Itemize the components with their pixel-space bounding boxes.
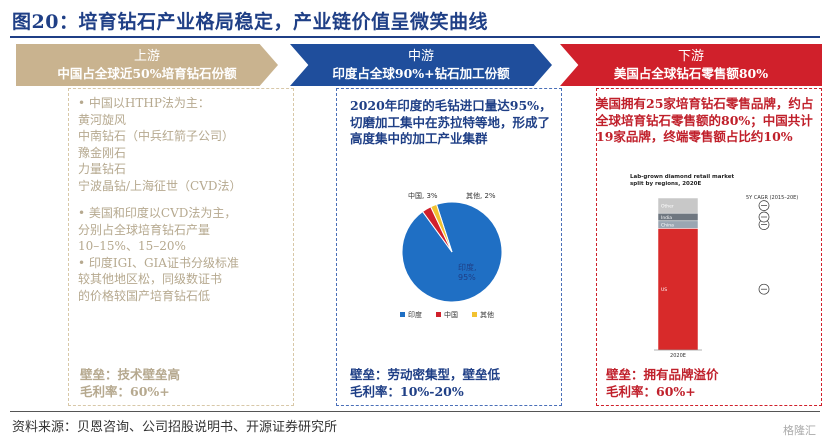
bottom-rule bbox=[10, 411, 820, 412]
upstream-line: • 中国以HTHP法为主： bbox=[78, 96, 210, 110]
upstream-line: 10–15%、15–20% bbox=[78, 239, 186, 253]
midstream-text: 2020年印度的毛钻进口量达95%，切磨加工集中在苏拉特等地，形成了高度集中的加… bbox=[350, 98, 552, 146]
upstream-banner: 上游 中国占全球近50%培育钻石份额 bbox=[16, 44, 278, 86]
downstream-banner: 下游 美国占全球钻石零售额80% bbox=[560, 44, 822, 86]
title-rule bbox=[10, 36, 820, 38]
pie-legend-swatch bbox=[436, 312, 441, 317]
mini-chart-annotation: 5Y CAGR (2015–20E) bbox=[746, 195, 798, 201]
upstream-panel bbox=[68, 88, 294, 406]
midstream-banner-title: 中游 bbox=[407, 49, 434, 64]
downstream-footer: 壁垒：拥有品牌溢价 毛利率：60%+ bbox=[606, 366, 719, 400]
pie-slice-2 bbox=[430, 203, 453, 253]
pie-label-china: 中国, 3% bbox=[408, 191, 438, 200]
upstream-footer: 壁垒：技术壁垒高 毛利率：60%+ bbox=[80, 366, 180, 400]
upstream-barrier: 壁垒：技术壁垒高 bbox=[80, 367, 181, 382]
upstream-margin: 毛利率：60%+ bbox=[80, 384, 170, 399]
pie-legend-swatch bbox=[472, 312, 477, 317]
pie-legend-label: 中国 bbox=[444, 310, 458, 319]
upstream-line: 豫金刚石 bbox=[78, 145, 127, 160]
upstream-line: 的价格较国产培育钻石低 bbox=[78, 288, 211, 303]
mini-bar-label-china: China bbox=[661, 223, 674, 229]
downstream-text: 美国拥有25家培育钻石零售品牌，约占全球培育钻石零售额的80%；中国共计19家品… bbox=[596, 96, 814, 144]
pie-label-other: 其他, 2% bbox=[466, 191, 496, 200]
downstream-banner-subtitle: 美国占全球钻石零售额80% bbox=[613, 66, 769, 81]
upstream-line: 黄河旋风 bbox=[78, 112, 127, 127]
pie-legend-label: 其他 bbox=[480, 310, 494, 319]
midstream-footer: 壁垒：劳动密集型，壁垒低 毛利率：10%-20% bbox=[350, 366, 500, 400]
midstream-banner-subtitle: 印度占全球90%+钻石加工份额 bbox=[332, 66, 510, 81]
upstream-line: 较其他地区松，同级数证书 bbox=[78, 272, 223, 286]
pie-legend-swatch bbox=[400, 312, 405, 317]
downstream-banner-title: 下游 bbox=[677, 49, 704, 64]
pie-label-india: 印度, 95% bbox=[458, 262, 477, 282]
upstream-line: 力量钻石 bbox=[78, 162, 127, 176]
upstream-banner-title: 上游 bbox=[133, 49, 160, 64]
downstream-margin: 毛利率：60%+ bbox=[606, 384, 696, 399]
mini-bar-segment-other bbox=[657, 197, 699, 214]
mini-bar-label-india: India bbox=[661, 215, 672, 221]
upstream-line: 中南钻石（中兵红箭子公司） bbox=[78, 129, 235, 143]
page-title: 图20：培育钻石产业格局稳定，产业链价值呈微笑曲线 bbox=[12, 11, 488, 33]
mini-bar-label-other: Other bbox=[661, 204, 674, 210]
midstream-barrier: 壁垒：劳动密集型，壁垒低 bbox=[350, 367, 501, 382]
upstream-text: • 中国以HTHP法为主： 黄河旋风 中南钻石（中兵红箭子公司） 豫金刚石 力量… bbox=[78, 95, 293, 304]
downstream-panel bbox=[596, 88, 822, 406]
source-note: 资料来源：贝恩咨询、公司招股说明书、开源证券研究所 bbox=[12, 420, 338, 435]
midstream-banner: 中游 印度占全球90%+钻石加工份额 bbox=[290, 44, 552, 86]
upstream-line: • 美国和印度以CVD法为主， bbox=[78, 206, 237, 220]
downstream-barrier: 壁垒：拥有品牌溢价 bbox=[606, 367, 719, 382]
upstream-line: 宁波晶钻/上海征世（CVD法） bbox=[78, 178, 242, 193]
mini-chart-title: Lab-grown diamond retail market split by … bbox=[630, 174, 734, 187]
pie-chart: 印度, 95% 中国, 3% 其他, 2% 印度 中国 其他 bbox=[372, 178, 532, 338]
mini-bar-label-us: US bbox=[661, 287, 667, 293]
midstream-margin: 毛利率：10%-20% bbox=[350, 384, 464, 399]
retail-split-chart: Lab-grown diamond retail market split by … bbox=[624, 168, 814, 368]
pie-legend-label: 印度 bbox=[408, 310, 422, 319]
midstream-panel bbox=[336, 88, 562, 406]
upstream-line: 分别占全球培育钻石产量 bbox=[78, 222, 211, 237]
mini-bar-segment-us bbox=[657, 228, 699, 351]
watermark: 格隆汇 bbox=[783, 424, 816, 437]
upstream-banner-subtitle: 中国占全球近50%培育钻石份额 bbox=[57, 66, 237, 81]
upstream-line: • 印度IGI、GIA证书分级标准 bbox=[78, 255, 239, 270]
mini-chart-xlabel: 2020E bbox=[670, 353, 686, 359]
